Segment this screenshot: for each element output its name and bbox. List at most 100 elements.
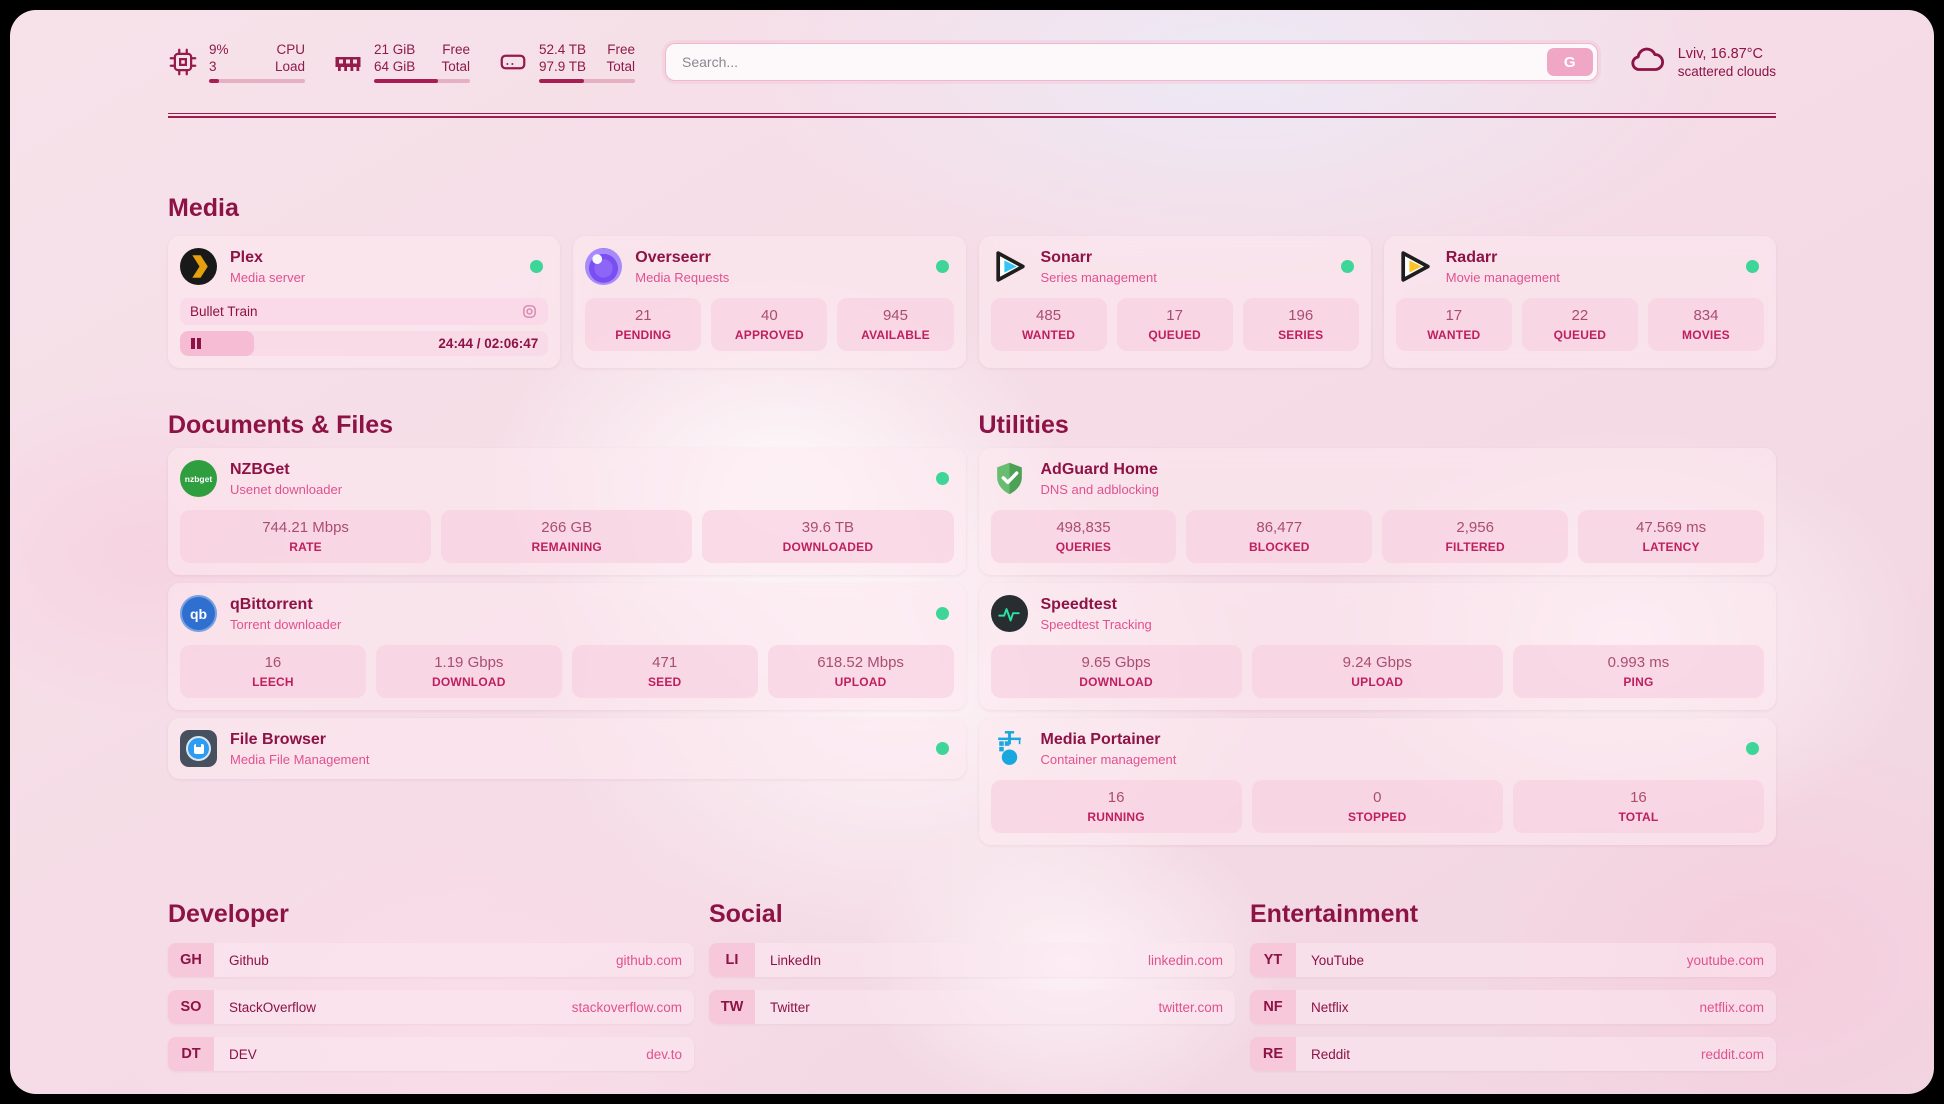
dashboard-page: 9% CPU 3 Load (10, 10, 1934, 1094)
stat-value: 40 (761, 307, 778, 324)
disk-free-label: Free (607, 41, 635, 57)
adguard-card: AdGuard Home DNS and adblocking 498,835 … (978, 448, 1776, 575)
bookmark-url: twitter.com (1158, 999, 1223, 1015)
cpu-progress-bar (209, 78, 305, 84)
service-title: Speedtest (1040, 596, 1117, 614)
resource-widgets: 9% CPU 3 Load (168, 41, 635, 84)
bookmark-netflix[interactable]: NF Netflix netflix.com (1250, 990, 1776, 1024)
stat-value: 17 (1166, 307, 1183, 324)
service-title: Media Portainer (1040, 731, 1161, 749)
service-subtitle: Container management (1040, 751, 1177, 767)
service-title: File Browser (230, 731, 327, 749)
stat-label: DOWNLOADED (782, 540, 874, 554)
service-link-portainer[interactable]: Media Portainer Container management (991, 730, 1765, 767)
bookmark-url: dev.to (646, 1046, 682, 1062)
filebrowser-icon (180, 730, 217, 767)
stat-value: 22 (1571, 307, 1589, 324)
cpu-progress-fill (209, 78, 219, 84)
playback-progress-fill (180, 331, 254, 356)
stat-label: PENDING (615, 328, 672, 342)
weather-widget: Lviv, 16.87°C scattered clouds (1628, 41, 1776, 84)
service-link-plex[interactable]: Plex Media server (180, 248, 548, 285)
section-title-entertainment: Entertainment (1250, 900, 1419, 928)
section-media: Media Plex Media server (168, 193, 1776, 368)
section-utilities: Utilities (978, 410, 1776, 845)
bookmark-url: reddit.com (1700, 1046, 1764, 1062)
bookmark-url: linkedin.com (1147, 952, 1223, 968)
header-divider (168, 113, 1776, 118)
overseerr-card: Overseerr Media Requests 21 PENDING 40 A… (573, 236, 966, 368)
stat-value: 16 (264, 654, 282, 671)
search-input[interactable] (665, 43, 1598, 81)
bookmark-stackoverflow[interactable]: SO StackOverflow stackoverflow.com (168, 990, 694, 1024)
stat-tile: 86,477 BLOCKED (1186, 510, 1373, 563)
status-dot (935, 260, 949, 273)
bookmark-group-entertainment: Entertainment YT YouTube youtube.com NF … (1250, 899, 1776, 1071)
stat-value: 1.19 Gbps (434, 654, 504, 671)
stat-tile: 834 MOVIES (1647, 298, 1764, 351)
sonarr-card: Sonarr Series management 485 WANTED 17 Q… (978, 236, 1371, 368)
search-provider-button[interactable]: G (1546, 48, 1593, 76)
status-dot (1746, 260, 1759, 273)
memory-free-value: 21 GiB (374, 41, 416, 57)
stat-tile: 485 WANTED (990, 298, 1107, 351)
service-link-nzbget[interactable]: nzbget NZBGet Usenet downloader (180, 460, 954, 497)
service-subtitle: DNS and adblocking (1040, 481, 1160, 497)
stat-value: 2,956 (1456, 519, 1494, 536)
stat-tile: 744.21 Mbps RATE (180, 510, 432, 563)
cpu-usage-label: CPU (276, 41, 305, 57)
bookmark-url: github.com (615, 952, 682, 968)
stat-tile: 16 TOTAL (1512, 780, 1764, 833)
bookmark-abbr: SO (168, 990, 214, 1024)
service-link-radarr[interactable]: Radarr Movie management (1396, 248, 1764, 285)
stat-value: 9.24 Gbps (1342, 654, 1412, 671)
stat-tile: 47.569 ms LATENCY (1578, 510, 1764, 563)
stat-tile: 2,956 FILTERED (1382, 510, 1569, 563)
bookmark-linkedin[interactable]: LI LinkedIn linkedin.com (709, 943, 1235, 977)
service-title: NZBGet (230, 461, 290, 479)
stat-value: 16 (1107, 789, 1125, 806)
stat-value: 39.6 TB (801, 519, 855, 536)
section-documents: Documents & Files nzbget NZBGet Usenet d… (168, 410, 966, 779)
radarr-card: Radarr Movie management 17 WANTED 22 QUE… (1383, 236, 1776, 368)
now-playing-bar: Bullet Train (180, 298, 549, 325)
service-link-overseerr[interactable]: Overseerr Media Requests (585, 248, 953, 285)
bookmark-youtube[interactable]: YT YouTube youtube.com (1250, 943, 1776, 977)
service-title: qBittorrent (230, 596, 313, 614)
stat-value: 9.65 Gbps (1081, 654, 1151, 671)
service-link-speedtest[interactable]: Speedtest Speedtest Tracking (990, 595, 1765, 632)
memory-free-label: Free (442, 41, 470, 57)
bookmark-abbr: RE (1250, 1037, 1296, 1071)
stat-label: LATENCY (1642, 540, 1700, 554)
stat-tile: 40 APPROVED (711, 298, 828, 351)
cpu-load-label: Load (274, 59, 305, 75)
status-dot (530, 260, 544, 273)
stat-value: 0 (1373, 789, 1382, 806)
weather-condition: scattered clouds (1677, 63, 1776, 79)
bookmark-reddit[interactable]: RE Reddit reddit.com (1250, 1037, 1776, 1071)
stat-label: PING (1623, 675, 1654, 689)
stat-label: QUEUED (1553, 328, 1607, 342)
bookmark-dev[interactable]: DT DEV dev.to (168, 1037, 694, 1071)
stat-value: 196 (1288, 307, 1314, 324)
stat-tile: 266 GB REMAINING (441, 510, 693, 563)
bookmark-github[interactable]: GH Github github.com (168, 943, 694, 977)
stat-label: DOWNLOAD (1079, 675, 1153, 689)
service-link-sonarr[interactable]: Sonarr Series management (991, 248, 1359, 285)
radarr-icon (1396, 248, 1433, 285)
filebrowser-card: File Browser Media File Management (168, 718, 966, 779)
stat-tile: 17 WANTED (1395, 298, 1512, 351)
bookmark-name: Twitter (770, 999, 810, 1015)
memory-widget: 21 GiB Free 64 GiB Total (333, 41, 470, 84)
bookmark-group-developer: Developer GH Github github.com SO StackO… (168, 899, 694, 1071)
service-link-filebrowser[interactable]: File Browser Media File Management (180, 730, 954, 767)
service-link-qbittorrent[interactable]: qb qBittorrent Torrent downloader (180, 595, 954, 632)
stat-value: 266 GB (541, 519, 593, 536)
service-link-adguard[interactable]: AdGuard Home DNS and adblocking (991, 460, 1765, 497)
stat-tile: 16 RUNNING (990, 780, 1242, 833)
bookmark-twitter[interactable]: TW Twitter twitter.com (709, 990, 1235, 1024)
memory-total-value: 64 GiB (374, 59, 416, 75)
cloud-icon (1628, 41, 1666, 84)
stat-label: WANTED (1427, 328, 1481, 342)
bookmark-abbr: GH (168, 943, 214, 977)
